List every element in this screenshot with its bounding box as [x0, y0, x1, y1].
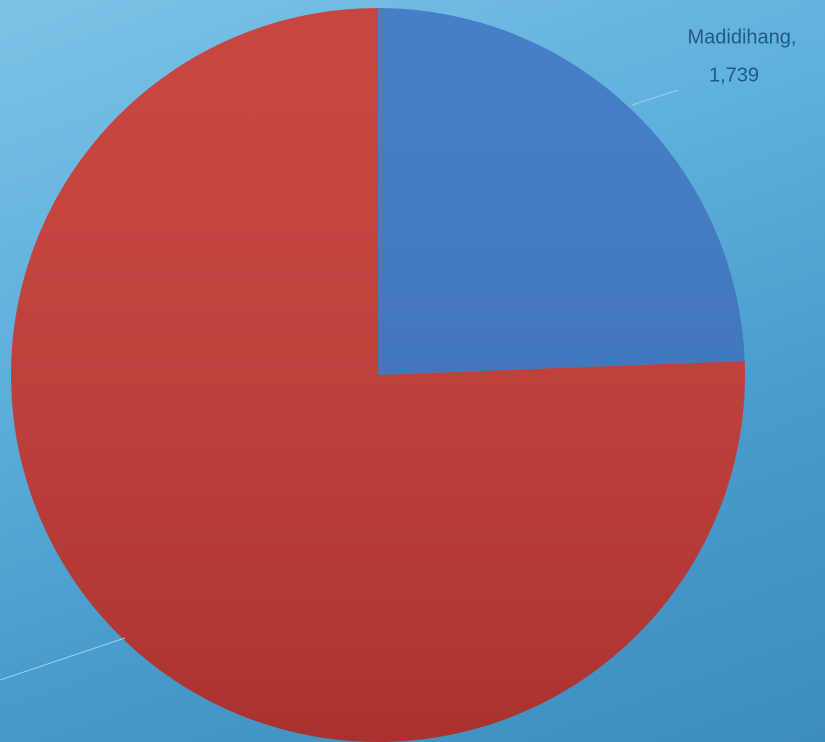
leader-line [0, 638, 125, 680]
page: Madidihang, 1,739 [0, 0, 825, 742]
data-label-value: 1,739 [709, 64, 759, 86]
leader-line [632, 90, 678, 105]
pie-slice [378, 8, 745, 375]
pie [11, 8, 745, 742]
chart: Madidihang, 1,739 [0, 0, 825, 742]
data-label-category: Madidihang, [688, 26, 797, 48]
data-labels: Madidihang, 1,739 [688, 26, 797, 86]
